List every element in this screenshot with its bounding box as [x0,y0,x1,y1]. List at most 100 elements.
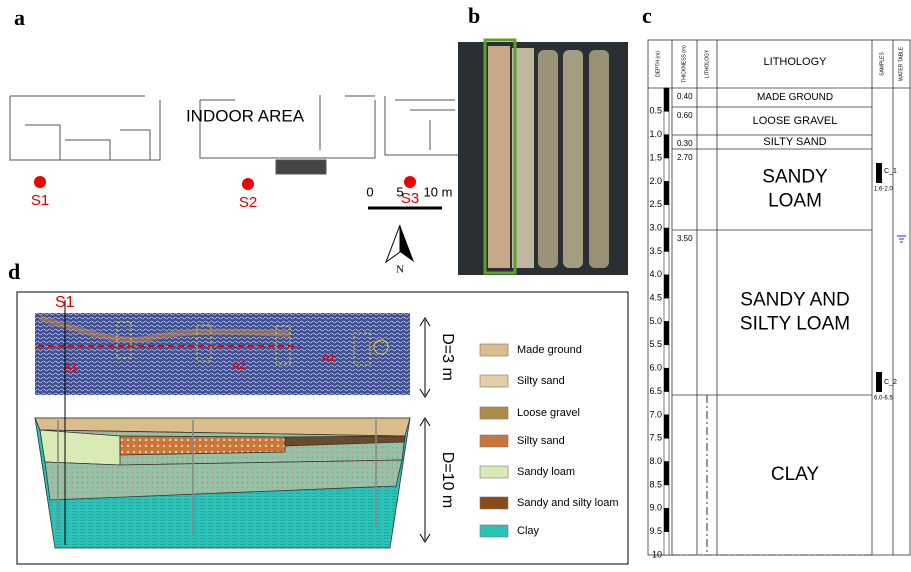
core-photo [458,40,628,275]
depth-bar [664,415,669,438]
depth-tick-label: 6.0 [649,363,662,373]
lithology-label: SANDY AND [740,290,849,311]
floor-plan-part [385,96,460,155]
scale-label: 5 [396,184,403,199]
sample-name: C_2 [884,379,897,386]
legend-swatch [480,525,508,537]
depth-label: D=3 m [439,333,456,381]
lithology-label: LOOSE GRAVEL [753,115,838,127]
depth-bar [664,368,669,391]
floor-plan-part [10,96,160,160]
depth-bar [664,135,669,158]
depth-bar [664,322,669,345]
column-header: DEPTH (m) [655,51,661,77]
figure: a b c d INDOOR AREA S1 S2 S3 0 5 10 m N … [0,0,911,567]
panel-label: d [8,259,20,284]
legend-swatch [480,497,508,509]
thickness-label: 0.40 [677,92,693,101]
depth-tick-label: 4.5 [649,293,662,303]
depth-tick-label: 0.5 [649,106,662,116]
depth-arrow [420,318,430,542]
anomaly-label: A2 [232,360,245,372]
legend-swatch [480,407,508,419]
depth-tick-label: 2.5 [649,199,662,209]
depth-tick-label: 2.0 [649,176,662,186]
panel-label: b [468,3,480,28]
geologic-section [35,418,410,548]
depth-tick-label: 8.0 [649,456,662,466]
floor-plan-part [200,95,375,158]
thickness-label: 0.30 [677,139,693,148]
legend-label: Sandy loam [517,466,575,478]
legend-swatch [480,375,508,387]
area-label: INDOOR AREA [186,106,305,125]
legend-swatch [480,435,508,447]
thickness-label: 2.70 [677,153,693,162]
floor-plan-part [276,160,326,174]
water-table [897,236,906,242]
column-header: SAMPLES [879,52,885,76]
core-photo-part [488,46,510,268]
depth-tick-label: 3.5 [649,246,662,256]
depth-tick-label: 9.0 [649,503,662,513]
scale-label: 0 [366,184,373,199]
depth-tick-label: 7.5 [649,433,662,443]
north-arrow [400,225,414,262]
north-label: N [396,264,404,276]
core-photo-part [538,50,558,268]
anomaly-label: A1 [64,362,77,374]
column-header: THICKNESS (m) [681,45,687,83]
legend-label: Silty sand [517,375,565,387]
legend-label: Clay [517,525,540,537]
depth-bar [664,251,669,274]
geologic-section-part [40,430,120,465]
depth-bar [664,181,669,204]
lithology-label: SILTY LOAM [740,313,850,334]
depth-tick-label: 10 [652,549,662,559]
depth-bar [664,158,669,181]
depth-bar [664,228,669,251]
depth-bar [664,345,669,368]
core-photo-part [563,50,583,268]
depth-tick-label: 4.0 [649,269,662,279]
depth-tick-label: 3.0 [649,222,662,232]
site-label: S2 [239,194,257,211]
depth-tick-label: 8.5 [649,479,662,489]
sample-marker [876,372,882,392]
lithology-label: SANDY [762,167,828,188]
depth-tick-label: 7.0 [649,409,662,419]
geologic-section-part [120,436,285,455]
depth-tick-label: 6.5 [649,386,662,396]
scale-label: 10 m [424,184,453,199]
sample-range: 1.6-2.0 [874,187,893,193]
depth-tick-label: 1.5 [649,152,662,162]
depth-tick-label: 5.0 [649,316,662,326]
lithology-label: SILTY SAND [763,136,826,148]
lithology-label: LOAM [768,190,822,211]
depth-bar [664,438,669,461]
legend-label: Made ground [517,344,582,356]
column-header: WATER TABLE [898,46,904,81]
depth-bar [664,298,669,321]
depth-tick-label: 9.5 [649,526,662,536]
thickness-label: 3.50 [677,234,693,243]
site-marker [404,176,416,188]
legend-swatch [480,344,508,356]
sample-marker [876,163,882,183]
panel-label: c [642,3,652,28]
depth-bar [664,111,669,134]
legend-label: Sandy and silty loam [517,497,619,509]
lithology-label: MADE GROUND [757,92,833,103]
depth-bar [664,462,669,485]
site-marker [34,176,46,188]
legend-label: Silty sand [517,435,565,447]
column-header: LITHOLOGY [704,49,710,78]
sample-name: C_1 [884,168,897,175]
legend-label: Loose gravel [517,407,580,419]
core-photo-part [589,50,609,268]
anomaly-label: A1 [322,352,335,364]
depth-bar [664,88,669,111]
site-marker [242,178,254,190]
depth-bar [664,508,669,531]
north-arrow [386,225,400,262]
